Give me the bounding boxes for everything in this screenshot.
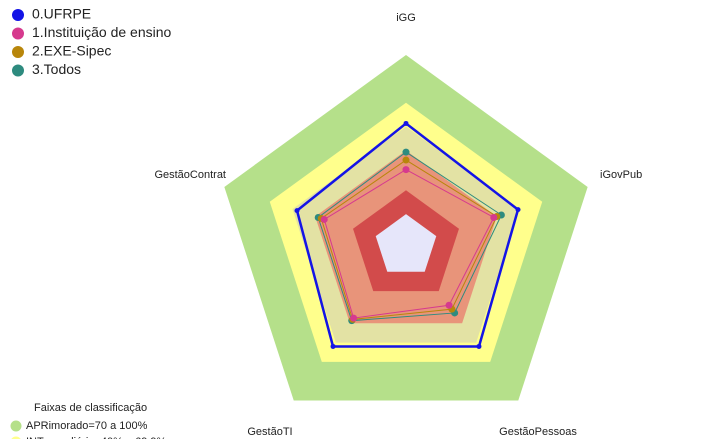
- series-point: [350, 314, 358, 322]
- series-line: [317, 151, 503, 322]
- series-point: [445, 301, 453, 309]
- legend-label: 3.Todos: [32, 61, 81, 77]
- axis-label: iGG: [396, 12, 416, 24]
- axis-label: GestãoPessoas: [499, 426, 577, 438]
- band-legend-marker: [11, 436, 21, 439]
- legend-label: 0.UFRPE: [32, 6, 91, 22]
- axis-label: iGovPub: [600, 169, 642, 181]
- legend-label: 2.EXE-Sipec: [32, 43, 111, 59]
- legend-marker: [12, 9, 24, 21]
- axis-label: GestãoContrat: [154, 169, 226, 181]
- series-point: [330, 343, 336, 349]
- legend-label: 1.Instituição de ensino: [32, 24, 172, 40]
- band-legend-label: APRimorado=70 a 100%: [26, 420, 148, 432]
- axis-label: GestãoTI: [247, 426, 292, 438]
- series-point: [402, 156, 410, 164]
- series-line: [323, 169, 495, 319]
- series-point: [515, 207, 521, 213]
- legend-marker: [12, 27, 24, 40]
- series-point: [490, 213, 498, 221]
- band: [375, 214, 437, 272]
- legend-marker: [12, 64, 24, 77]
- series-point: [403, 120, 409, 126]
- series-point: [320, 215, 328, 223]
- band-legend-title: Faixas de classificação: [34, 402, 147, 414]
- series-line: [320, 159, 498, 320]
- series-point: [402, 166, 410, 174]
- band-legend-label: INTermediário=40% a 69,9%: [26, 436, 167, 439]
- series-point: [294, 208, 300, 214]
- series-line: [295, 121, 520, 348]
- series-point: [476, 343, 482, 349]
- band-legend-marker: [10, 420, 22, 432]
- series-point: [402, 148, 410, 156]
- legend-marker: [12, 46, 24, 58]
